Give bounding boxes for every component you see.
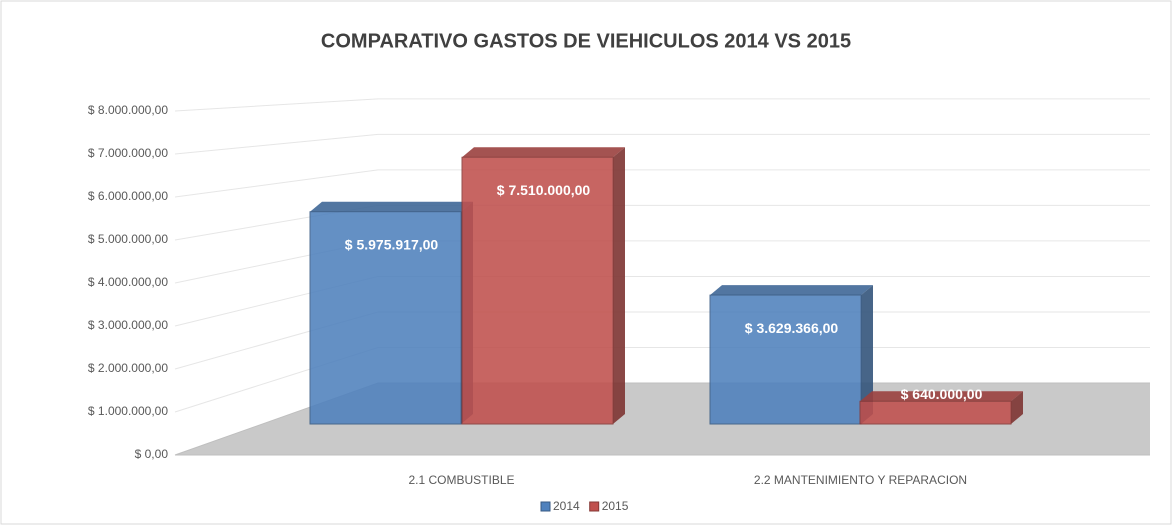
bar-front [859, 400, 1012, 425]
y-tick-label: $ 4.000.000,00 [88, 275, 168, 289]
data-label: $ 640.000,00 [901, 386, 983, 402]
grid-line [174, 98, 1150, 112]
y-tick-label: $ 1.000.000,00 [88, 404, 168, 418]
data-label: $ 7.510.000,00 [497, 182, 591, 198]
y-tick-label: $ 8.000.000,00 [88, 103, 168, 117]
bar-front [461, 156, 614, 425]
grid-line [174, 169, 1150, 198]
x-tick-label: 2.2 MANTENIMIENTO Y REPARACION [754, 473, 967, 487]
bar-side [1011, 391, 1023, 424]
bar [709, 285, 873, 425]
bar-top [462, 147, 625, 158]
legend-label: 2014 [553, 499, 580, 513]
data-label: $ 5.975.917,00 [345, 236, 439, 252]
bar-top [860, 391, 1023, 402]
legend-swatch [589, 501, 600, 512]
bar-side [613, 147, 625, 424]
bar [461, 147, 625, 425]
bar-front [709, 294, 862, 425]
y-tick-label: $ 7.000.000,00 [88, 146, 168, 160]
bar-top [310, 201, 473, 212]
chart-title: COMPARATIVO GASTOS DE VIEHICULOS 2014 VS… [321, 30, 851, 52]
legend-label: 2015 [602, 499, 629, 513]
bar [859, 391, 1023, 425]
y-tick-label: $ 0,00 [135, 447, 169, 461]
bar-front [309, 211, 462, 425]
y-tick-label: $ 5.000.000,00 [88, 232, 168, 246]
bar-top [710, 285, 873, 296]
bar [309, 201, 473, 425]
y-tick-label: $ 3.000.000,00 [88, 318, 168, 332]
data-label: $ 3.629.366,00 [745, 320, 839, 336]
x-tick-label: 2.1 COMBUSTIBLE [408, 473, 514, 487]
y-tick-label: $ 6.000.000,00 [88, 189, 168, 203]
grid-line [174, 133, 1150, 155]
y-tick-label: $ 2.000.000,00 [88, 361, 168, 375]
bar-side [861, 285, 873, 424]
legend-swatch [540, 501, 551, 512]
